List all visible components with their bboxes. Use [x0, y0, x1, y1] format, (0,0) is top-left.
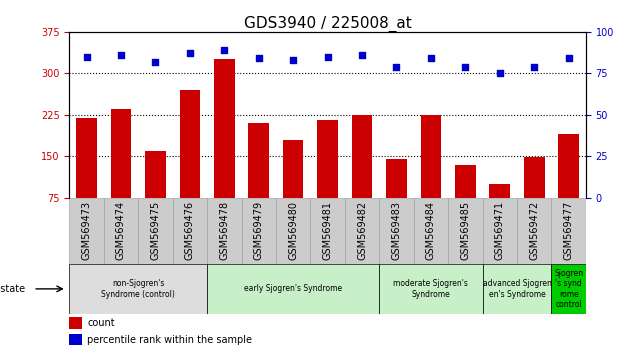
Bar: [248, 123, 269, 239]
Text: count: count: [88, 318, 115, 328]
Bar: [455, 165, 476, 239]
Bar: [386, 159, 407, 239]
Bar: [311, 198, 345, 264]
Bar: [483, 264, 551, 314]
Text: GSM569485: GSM569485: [461, 201, 471, 260]
Text: moderate Sjogren's
Syndrome: moderate Sjogren's Syndrome: [394, 279, 468, 298]
Text: advanced Sjogren
en's Syndrome: advanced Sjogren en's Syndrome: [483, 279, 551, 298]
Bar: [173, 198, 207, 264]
Text: GSM569480: GSM569480: [288, 201, 298, 260]
Bar: [111, 109, 131, 239]
Text: GSM569483: GSM569483: [391, 201, 401, 260]
Text: GSM569475: GSM569475: [151, 201, 161, 260]
Text: early Sjogren's Syndrome: early Sjogren's Syndrome: [244, 284, 342, 293]
Bar: [524, 157, 544, 239]
Bar: [104, 198, 138, 264]
Bar: [345, 198, 379, 264]
Text: GSM569482: GSM569482: [357, 201, 367, 260]
Bar: [207, 264, 379, 314]
Text: percentile rank within the sample: percentile rank within the sample: [88, 335, 253, 345]
Text: GSM569474: GSM569474: [116, 201, 126, 260]
Bar: [276, 198, 311, 264]
Point: [357, 52, 367, 58]
Point: [185, 51, 195, 56]
Bar: [283, 139, 304, 239]
Point: [219, 47, 229, 53]
Bar: [76, 118, 97, 239]
Bar: [414, 198, 448, 264]
Point: [564, 56, 574, 61]
Text: GSM569481: GSM569481: [323, 201, 333, 260]
Bar: [558, 134, 579, 239]
Point: [323, 54, 333, 59]
Bar: [69, 198, 104, 264]
Point: [529, 64, 539, 69]
Bar: [214, 59, 234, 239]
Bar: [379, 264, 483, 314]
Bar: [318, 120, 338, 239]
Bar: [69, 334, 82, 345]
Text: GSM569477: GSM569477: [564, 201, 574, 260]
Bar: [483, 198, 517, 264]
Bar: [379, 198, 414, 264]
Bar: [207, 198, 241, 264]
Text: disease state: disease state: [0, 284, 25, 294]
Text: GSM569472: GSM569472: [529, 201, 539, 260]
Text: GSM569484: GSM569484: [426, 201, 436, 260]
Bar: [551, 198, 586, 264]
Bar: [448, 198, 483, 264]
Text: GSM569479: GSM569479: [254, 201, 264, 260]
Text: GSM569473: GSM569473: [81, 201, 91, 260]
Text: GSM569478: GSM569478: [219, 201, 229, 260]
Bar: [69, 264, 207, 314]
Bar: [69, 317, 82, 329]
Bar: [180, 90, 200, 239]
Bar: [490, 184, 510, 239]
Point: [116, 52, 126, 58]
Text: Sjogren
's synd
rome
control: Sjogren 's synd rome control: [554, 269, 583, 309]
Point: [254, 56, 264, 61]
Point: [288, 57, 298, 63]
Title: GDS3940 / 225008_at: GDS3940 / 225008_at: [244, 16, 411, 32]
Point: [495, 70, 505, 76]
Text: non-Sjogren's
Syndrome (control): non-Sjogren's Syndrome (control): [101, 279, 175, 298]
Text: GSM569476: GSM569476: [185, 201, 195, 260]
Bar: [517, 198, 551, 264]
Text: GSM569471: GSM569471: [495, 201, 505, 260]
Point: [426, 56, 436, 61]
Bar: [241, 198, 276, 264]
Point: [81, 54, 91, 59]
Point: [461, 64, 471, 69]
Point: [391, 64, 401, 69]
Bar: [138, 198, 173, 264]
Bar: [551, 264, 586, 314]
Bar: [421, 115, 441, 239]
Point: [151, 59, 161, 64]
Bar: [352, 115, 372, 239]
Bar: [145, 151, 166, 239]
